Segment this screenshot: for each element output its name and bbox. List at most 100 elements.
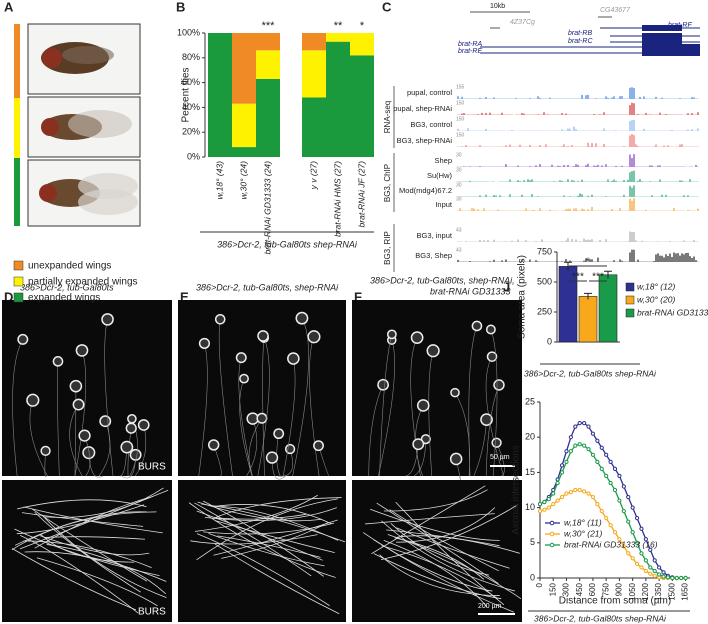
gene-label: brat-RC bbox=[568, 38, 593, 45]
axon bbox=[14, 511, 147, 546]
x-tick-label: 900 bbox=[615, 582, 624, 596]
legend-label: w,18° (11) bbox=[564, 517, 602, 527]
bar-segment bbox=[232, 147, 256, 157]
y-axis-label: Percent flies bbox=[181, 67, 192, 122]
y-axis-label: Axonal intersections bbox=[511, 445, 522, 535]
soma bbox=[256, 412, 268, 424]
point bbox=[617, 498, 622, 503]
x-axis-label: 386>Dcr-2, tub-Gal80ts shep-RNAi bbox=[217, 239, 358, 249]
axon bbox=[41, 514, 167, 598]
axon bbox=[32, 509, 148, 582]
y-tick-label: 80% bbox=[182, 52, 200, 62]
x-tick-label: 450 bbox=[575, 582, 584, 596]
scale-label: 50 µm bbox=[490, 454, 510, 461]
track-signal bbox=[457, 87, 699, 99]
legend-label: w,30° (21) bbox=[564, 528, 603, 538]
neurite bbox=[218, 319, 233, 477]
soma bbox=[412, 438, 425, 451]
wing bbox=[62, 46, 114, 64]
x-tick-label: y v (27) bbox=[308, 161, 318, 191]
x-tick-label: 300 bbox=[562, 582, 571, 596]
track-label: BG3, Shep bbox=[415, 251, 452, 260]
bar-segment bbox=[256, 33, 280, 51]
soma bbox=[78, 429, 91, 442]
axon bbox=[373, 553, 502, 600]
point bbox=[657, 565, 662, 570]
axon bbox=[213, 497, 342, 519]
soma bbox=[486, 351, 498, 362]
point bbox=[537, 501, 543, 507]
point bbox=[582, 489, 587, 494]
soma bbox=[101, 313, 114, 326]
fly-head bbox=[39, 184, 57, 202]
point bbox=[648, 547, 653, 552]
y-tick-label: 25 bbox=[525, 396, 535, 406]
point bbox=[559, 494, 565, 500]
point bbox=[559, 470, 565, 475]
track-label: Su(Hw) bbox=[427, 171, 453, 180]
track-scale: 155 bbox=[456, 84, 465, 90]
point bbox=[626, 494, 631, 500]
point bbox=[661, 574, 666, 579]
point bbox=[652, 568, 657, 574]
panel-letter: E bbox=[180, 289, 189, 304]
neurite bbox=[104, 319, 114, 477]
axon bbox=[396, 535, 520, 554]
significance: *** bbox=[572, 272, 584, 283]
legend-swatch bbox=[625, 308, 635, 318]
soma bbox=[26, 393, 40, 407]
legend-marker bbox=[549, 531, 555, 537]
bar-segment bbox=[350, 33, 374, 56]
soma bbox=[52, 356, 64, 367]
y-tick-label: 500 bbox=[537, 276, 552, 286]
axon bbox=[214, 543, 340, 615]
point bbox=[599, 466, 604, 471]
neurite bbox=[292, 318, 309, 477]
bar-segment bbox=[232, 103, 256, 148]
x-tick-label: 0 bbox=[535, 582, 544, 587]
point bbox=[555, 480, 560, 486]
track-signal bbox=[457, 170, 699, 182]
point bbox=[634, 516, 640, 521]
stain-label: BURS bbox=[138, 462, 166, 473]
point bbox=[652, 558, 657, 563]
axon bbox=[381, 545, 498, 599]
group-label: BG3, ChIP bbox=[383, 164, 392, 202]
legend-swatch bbox=[625, 282, 635, 292]
point bbox=[630, 530, 635, 535]
point bbox=[683, 575, 688, 581]
micrographs bbox=[2, 300, 522, 622]
wing bbox=[78, 189, 138, 215]
point bbox=[599, 509, 604, 514]
soma bbox=[257, 330, 269, 342]
neurite bbox=[69, 404, 83, 477]
bar-segment bbox=[256, 50, 280, 79]
neurite bbox=[239, 378, 253, 477]
point bbox=[595, 438, 600, 443]
track-scale: 150 bbox=[456, 100, 465, 106]
x-tick-label: w,30° (24) bbox=[238, 161, 248, 200]
point bbox=[551, 491, 556, 496]
point bbox=[573, 443, 578, 448]
soma bbox=[313, 440, 324, 452]
axon bbox=[379, 554, 500, 596]
point bbox=[537, 509, 543, 514]
point bbox=[573, 487, 578, 493]
point bbox=[621, 544, 626, 549]
axon bbox=[194, 502, 312, 577]
track-signal bbox=[457, 185, 699, 197]
track-signal bbox=[457, 154, 699, 167]
track-label: Shep bbox=[434, 156, 452, 165]
soma bbox=[72, 398, 85, 411]
soma bbox=[485, 324, 496, 335]
series-line bbox=[539, 443, 686, 579]
stain-label: BURS bbox=[138, 607, 166, 618]
point bbox=[674, 575, 679, 581]
bar-segment bbox=[326, 33, 350, 42]
y-tick-label: 250 bbox=[537, 306, 552, 316]
x-tick-label: 150 bbox=[548, 582, 557, 596]
axon bbox=[204, 507, 337, 521]
neurite bbox=[454, 392, 471, 477]
y-tick-label: 5 bbox=[530, 537, 535, 547]
track-scale: 150 bbox=[456, 116, 465, 122]
